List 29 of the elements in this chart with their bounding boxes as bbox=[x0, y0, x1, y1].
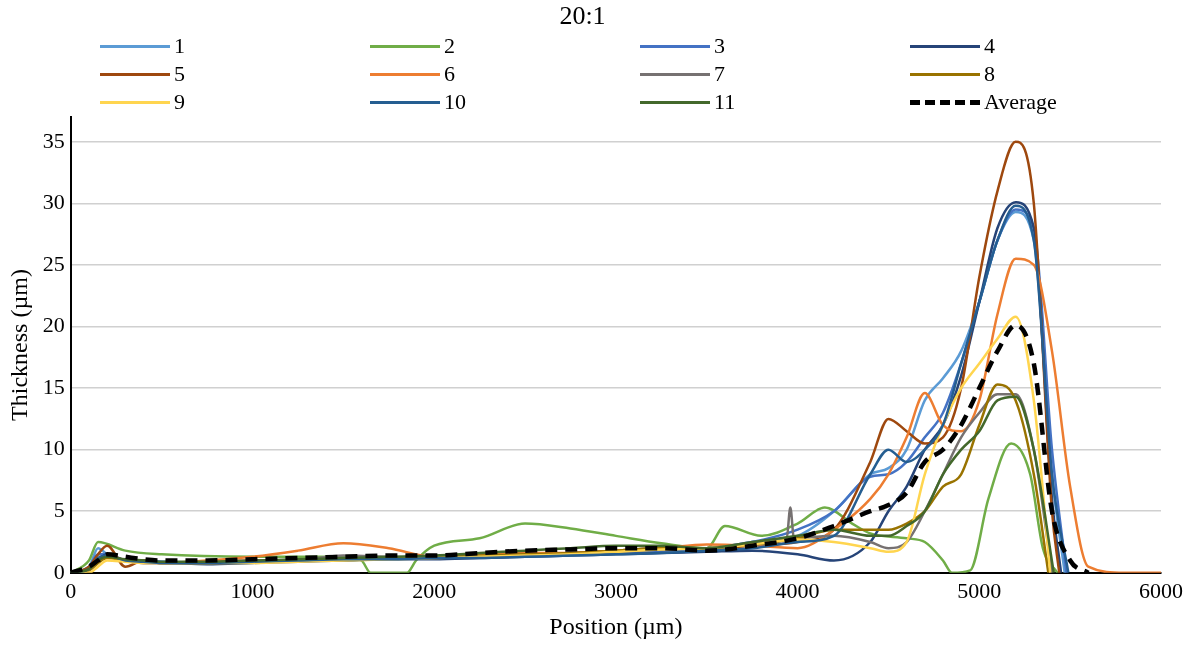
x-axis-title: Position (µm) bbox=[549, 612, 683, 639]
legend-label: 4 bbox=[984, 33, 995, 58]
chart-title: 20:1 bbox=[559, 1, 606, 31]
legend-label: 6 bbox=[444, 61, 455, 86]
y-tick-label: 5 bbox=[53, 497, 65, 523]
legend-label: 3 bbox=[714, 33, 725, 58]
x-tick-label: 6000 bbox=[1139, 577, 1183, 603]
x-tick-label: 4000 bbox=[775, 577, 820, 603]
x-tick-label: 5000 bbox=[957, 577, 1002, 603]
legend-label: 7 bbox=[714, 61, 725, 86]
y-axis-title: Thickness (µm) bbox=[5, 269, 32, 421]
x-tick-label: 1000 bbox=[230, 577, 275, 603]
legend-label: 2 bbox=[444, 33, 455, 58]
y-tick-label: 35 bbox=[42, 127, 65, 153]
y-tick-label: 20 bbox=[42, 312, 65, 338]
y-tick-label: 0 bbox=[53, 558, 65, 584]
y-tick-label: 30 bbox=[42, 189, 65, 215]
y-tick-label: 25 bbox=[42, 250, 65, 276]
legend-label: Average bbox=[984, 89, 1057, 114]
legend-label: 1 bbox=[174, 33, 185, 58]
legend-label: 5 bbox=[174, 61, 185, 86]
legend-label: 9 bbox=[174, 89, 185, 114]
y-tick-label: 10 bbox=[42, 435, 65, 461]
y-tick-label: 15 bbox=[42, 373, 65, 399]
x-tick-label: 2000 bbox=[412, 577, 457, 603]
legend-label: 8 bbox=[984, 61, 995, 86]
x-tick-label: 3000 bbox=[593, 577, 638, 603]
legend-label: 11 bbox=[714, 89, 736, 114]
legend-label: 10 bbox=[444, 89, 466, 114]
